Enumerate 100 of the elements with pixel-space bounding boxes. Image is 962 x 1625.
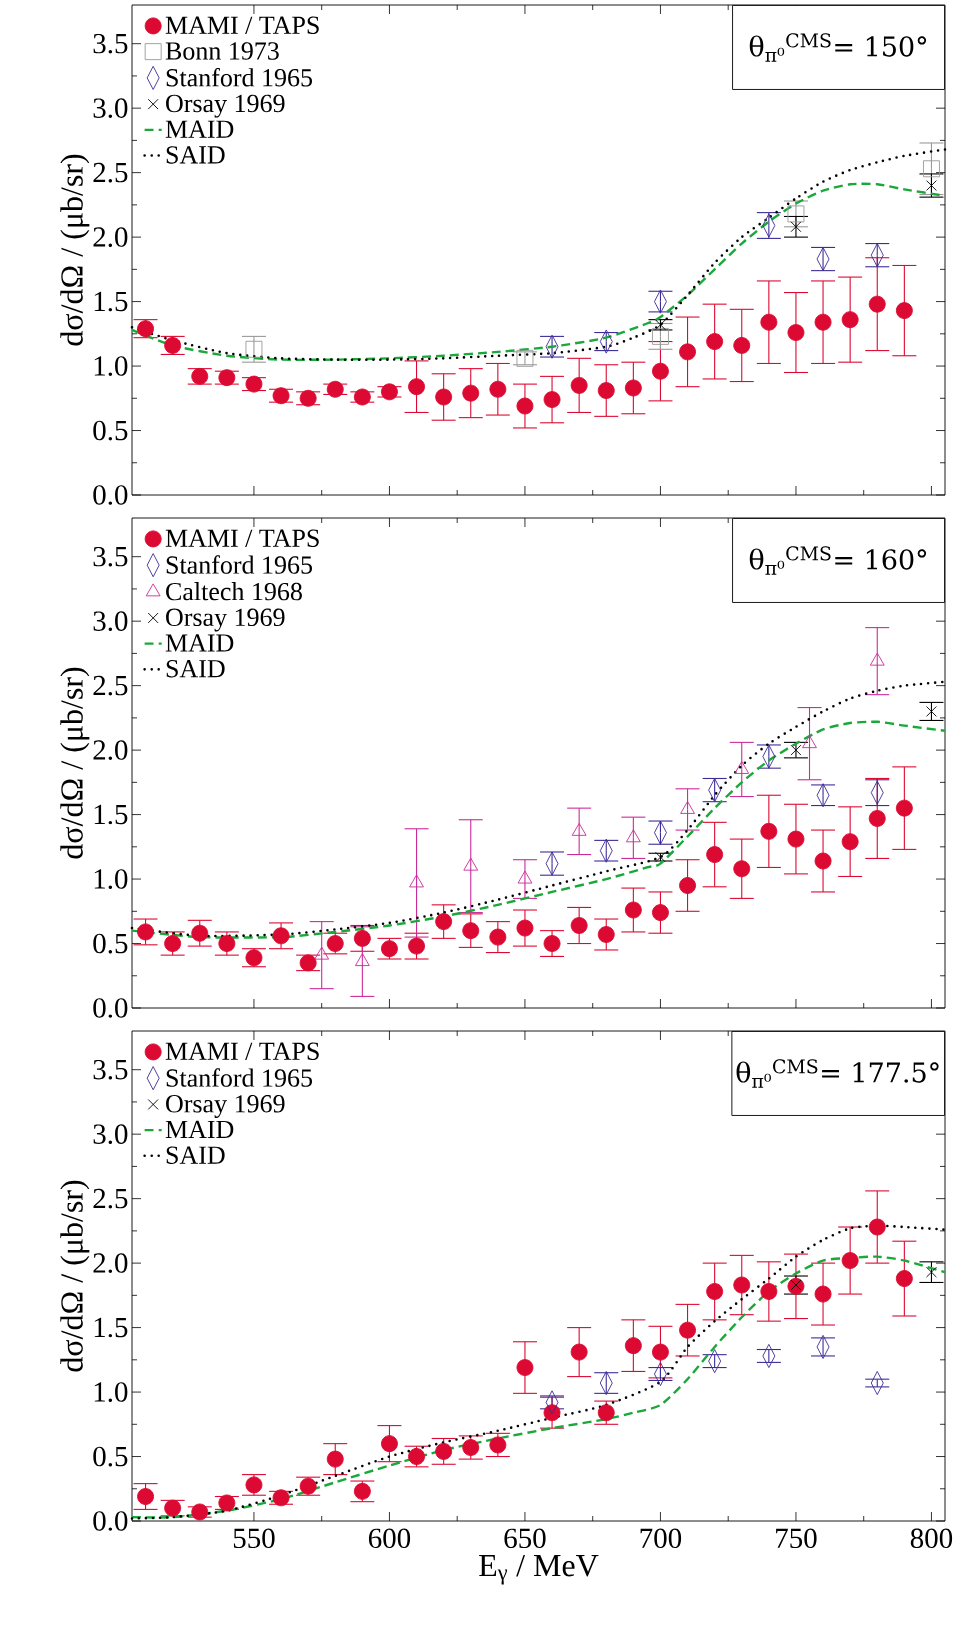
y-tick-label: 1.5 [94,804,128,825]
point [760,822,778,840]
point [624,1337,642,1355]
point [790,221,802,233]
point [409,874,424,888]
point [652,327,669,345]
point [802,735,817,749]
point [435,913,453,931]
point [489,380,507,398]
x-tick-label: 550 [233,1528,275,1549]
y-tick-label: 2.5 [93,1188,128,1209]
y-tick-label: 1.5 [94,1317,128,1338]
y-tick-label: 0.0 [93,1511,128,1531]
point [706,333,724,351]
legend-label: SAID [166,659,225,678]
point [706,1283,724,1300]
point [191,367,209,385]
x-axis-title: E$_{γ}$ / MeV [479,1554,599,1585]
point [652,362,669,380]
point [706,846,724,864]
point [926,706,937,717]
point [868,1218,886,1236]
point [137,320,154,338]
point [926,180,937,191]
legend-label: MAMI / TAPS [165,16,319,35]
point [923,160,940,178]
point [299,389,317,407]
point [814,1285,832,1303]
y-tick-label: 3.5 [93,546,128,567]
point [597,926,615,943]
point [381,383,398,401]
y-tick-label: 3.0 [93,98,128,119]
legend-label: Caltech 1968 [166,582,302,601]
point [895,1270,913,1288]
y-axis-title: dσ/dΩ / (μb/sr) [60,1180,90,1372]
point [517,870,533,884]
y-tick-label: 3.5 [93,1059,128,1080]
y-axis-title: dσ/dΩ / (μb/sr) [60,667,90,859]
legend-label: Stanford 1965 [166,555,312,574]
point [841,1252,859,1269]
point [353,388,371,406]
legend-label: Orsay 1969 [166,1095,285,1118]
legend-label: Orsay 1969 [166,94,285,118]
point [787,205,805,223]
x-tick-label: 600 [368,1528,411,1549]
y-tick-label: 1.0 [94,869,128,889]
point [733,1276,751,1294]
point [895,799,913,817]
legend-label: MAMI / TAPS [165,1042,319,1061]
point [570,917,588,934]
point [625,829,641,843]
point [624,901,642,919]
x-tick-label: 750 [776,1528,817,1549]
point [895,302,913,320]
point [543,391,561,409]
y-tick-label: 3.0 [93,1124,128,1145]
point [381,940,398,958]
point [353,929,371,947]
point [489,928,507,946]
point [137,1488,154,1505]
y-tick-label: 0.0 [93,485,128,505]
point [841,311,859,329]
point [164,1499,182,1517]
point [326,380,344,398]
point [868,810,886,827]
point [652,1343,669,1361]
point [462,384,480,402]
point [734,761,750,774]
point [326,1450,344,1468]
point [218,1494,236,1512]
point [218,369,236,387]
point [655,851,666,863]
point [733,336,751,354]
point [760,1283,778,1300]
legend-label: MAID [165,120,234,138]
legend-label: Orsay 1969 [166,608,285,632]
point [787,324,805,341]
point [655,319,666,331]
point [516,1359,534,1377]
point [272,387,290,405]
legend-label: SAID [166,1146,225,1164]
point [868,295,886,313]
point [299,954,317,972]
y-tick-label: 0.5 [93,1446,128,1467]
point [571,822,587,836]
y-tick-label: 2.5 [93,162,128,183]
y-axis-title: dσ/dΩ / (μb/sr) [60,154,90,346]
y-tick-label: 3.5 [93,33,128,54]
legend-label: Stanford 1965 [166,1068,312,1087]
point [516,919,534,937]
point [354,953,370,967]
y-tick-label: 1.0 [94,1382,128,1402]
legend-label: Bonn 1973 [165,42,279,60]
point [679,343,696,361]
point [841,833,859,851]
point [570,376,588,394]
point [570,1343,588,1361]
point [191,924,209,942]
y-tick-label: 2.5 [93,675,128,696]
annotation: θ$_{π⁰}$$^{CMS}$= 160° [749,546,927,575]
